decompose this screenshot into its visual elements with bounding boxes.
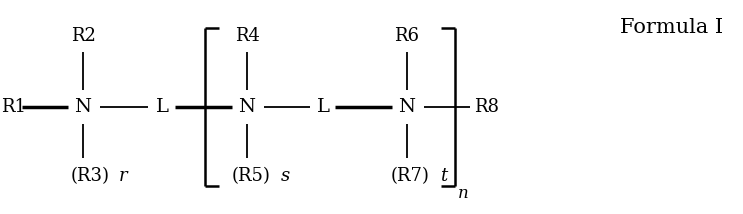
Text: R2: R2: [71, 27, 95, 45]
Text: (R3): (R3): [71, 167, 110, 185]
Text: L: L: [317, 98, 329, 116]
Text: s: s: [281, 167, 291, 185]
Text: R1: R1: [1, 98, 27, 116]
Text: (R5): (R5): [232, 167, 271, 185]
Text: N: N: [239, 98, 256, 116]
Text: R6: R6: [395, 27, 420, 45]
Text: R4: R4: [235, 27, 259, 45]
Text: N: N: [398, 98, 415, 116]
Text: t: t: [440, 167, 447, 185]
Text: Formula I: Formula I: [620, 18, 723, 37]
Text: n: n: [458, 184, 469, 202]
Text: N: N: [74, 98, 91, 116]
Text: L: L: [155, 98, 169, 116]
Text: r: r: [119, 167, 128, 185]
Text: (R7): (R7): [391, 167, 430, 185]
Text: R8: R8: [475, 98, 499, 116]
